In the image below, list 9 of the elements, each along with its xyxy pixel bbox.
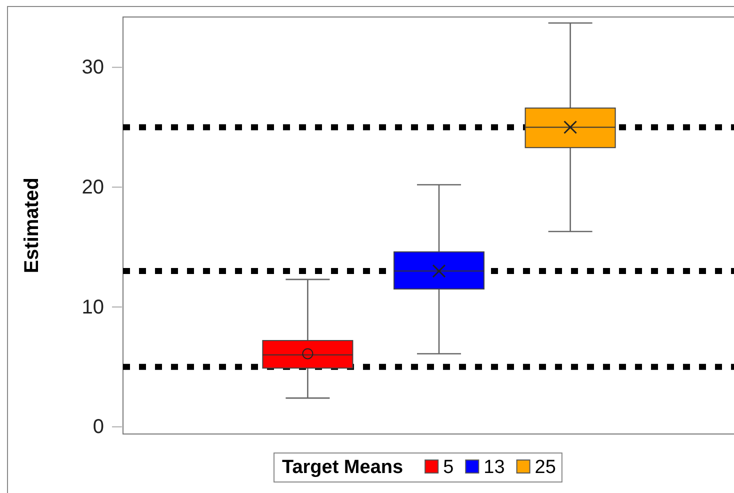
y-axis-title: Estimated [21,178,43,274]
legend-label: 25 [534,457,556,478]
legend-label: 13 [484,457,505,478]
y-tick-label: 30 [82,56,104,79]
y-tick-label: 0 [92,416,104,438]
legend-label: 5 [443,457,454,478]
y-tick-label: 20 [82,176,104,199]
y-tick-label: 10 [82,296,104,318]
legend-title: Target Means [282,457,404,478]
